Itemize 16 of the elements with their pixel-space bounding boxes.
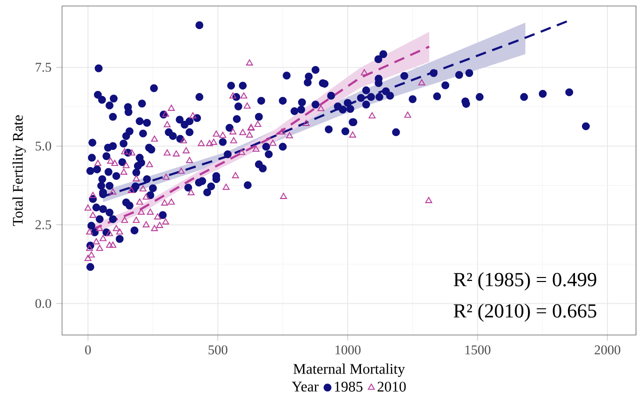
x-tick-label: 2000 bbox=[594, 345, 620, 354]
legend-title: Year bbox=[292, 382, 319, 392]
annotation: R² (1985) = 0.499 bbox=[454, 272, 596, 290]
x-tick-label: 1000 bbox=[336, 345, 361, 354]
x-axis-title: Maternal Mortality bbox=[293, 364, 405, 377]
y-tick-label: 0.0 bbox=[35, 298, 52, 308]
y-tick-label: 7.5 bbox=[36, 62, 52, 72]
legend-label: 1985 bbox=[334, 382, 362, 392]
legend-label: 2010 bbox=[378, 382, 406, 392]
y-tick-label: 5.0 bbox=[36, 142, 52, 151]
x-tick-label: 500 bbox=[208, 345, 228, 354]
x-tick-label: 0 bbox=[85, 345, 91, 354]
y-axis-title: Total Fertility Rate bbox=[12, 115, 26, 226]
annotation: R² (2010) = 0.665 bbox=[454, 304, 596, 322]
x-tick-label: 1500 bbox=[465, 345, 490, 354]
y-tick-label: 2.5 bbox=[36, 220, 52, 230]
